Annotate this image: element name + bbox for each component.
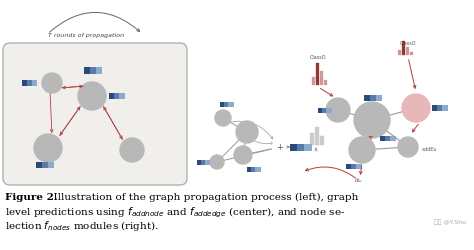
FancyArrowPatch shape bbox=[229, 121, 273, 139]
Bar bbox=[197, 160, 201, 164]
FancyBboxPatch shape bbox=[3, 43, 187, 185]
Text: Illustration of the graph propagation process (left), graph: Illustration of the graph propagation pr… bbox=[47, 193, 358, 202]
Circle shape bbox=[215, 110, 231, 126]
Text: +: + bbox=[276, 142, 283, 152]
Bar bbox=[312, 77, 315, 85]
Bar bbox=[324, 80, 327, 85]
Text: Figure 2.: Figure 2. bbox=[5, 193, 58, 202]
Text: ClassO: ClassO bbox=[310, 55, 326, 60]
Text: addEu: addEu bbox=[422, 147, 438, 152]
FancyArrowPatch shape bbox=[60, 106, 81, 135]
Bar bbox=[119, 93, 125, 99]
Bar bbox=[402, 41, 405, 55]
Bar bbox=[297, 144, 304, 150]
Bar bbox=[96, 66, 102, 73]
Circle shape bbox=[42, 73, 62, 93]
FancyArrowPatch shape bbox=[60, 107, 80, 136]
Bar bbox=[90, 66, 96, 73]
Text: ClassO: ClassO bbox=[400, 41, 416, 46]
Bar bbox=[316, 63, 319, 85]
FancyArrowPatch shape bbox=[306, 167, 356, 178]
Bar bbox=[318, 108, 322, 112]
Bar bbox=[406, 47, 409, 55]
Bar bbox=[437, 105, 442, 111]
Bar bbox=[27, 80, 32, 86]
Bar bbox=[398, 50, 401, 55]
Bar bbox=[322, 108, 326, 112]
FancyArrowPatch shape bbox=[369, 136, 373, 139]
Text: level predictions using $f_{addnode}$ and $f_{addedge}$ (center), and node se-: level predictions using $f_{addnode}$ an… bbox=[5, 206, 346, 220]
Bar bbox=[304, 144, 312, 150]
Bar bbox=[36, 162, 42, 168]
Bar bbox=[247, 166, 251, 172]
FancyArrowPatch shape bbox=[315, 148, 317, 151]
Bar bbox=[205, 160, 210, 164]
Text: $d_{lu}$: $d_{lu}$ bbox=[354, 176, 363, 185]
FancyArrowPatch shape bbox=[359, 166, 362, 174]
Bar bbox=[310, 133, 314, 145]
Circle shape bbox=[236, 121, 258, 143]
Bar bbox=[251, 166, 255, 172]
Bar bbox=[84, 66, 90, 73]
Bar bbox=[315, 127, 319, 145]
Circle shape bbox=[354, 102, 390, 138]
Bar bbox=[370, 95, 376, 101]
Bar bbox=[320, 71, 323, 85]
Text: T rounds of propagation: T rounds of propagation bbox=[48, 34, 124, 38]
Bar bbox=[364, 95, 370, 101]
Circle shape bbox=[78, 82, 106, 110]
Circle shape bbox=[34, 134, 62, 162]
Circle shape bbox=[272, 139, 288, 155]
Bar bbox=[42, 162, 48, 168]
Text: 知乎 @Y.Shu: 知乎 @Y.Shu bbox=[434, 219, 466, 224]
Bar bbox=[48, 162, 54, 168]
Bar bbox=[390, 136, 396, 140]
FancyArrowPatch shape bbox=[104, 107, 123, 140]
FancyArrowPatch shape bbox=[50, 94, 53, 132]
FancyArrowPatch shape bbox=[320, 88, 333, 96]
Bar bbox=[380, 136, 385, 140]
FancyArrowPatch shape bbox=[103, 106, 122, 139]
Circle shape bbox=[398, 137, 418, 157]
FancyArrowPatch shape bbox=[49, 12, 140, 32]
Bar bbox=[224, 102, 228, 106]
Bar bbox=[432, 105, 437, 111]
Bar bbox=[385, 136, 390, 140]
Bar bbox=[356, 164, 362, 168]
Bar bbox=[442, 105, 448, 111]
Circle shape bbox=[402, 94, 430, 122]
FancyArrowPatch shape bbox=[412, 124, 419, 132]
Circle shape bbox=[326, 98, 350, 122]
Bar bbox=[346, 164, 351, 168]
Bar bbox=[109, 93, 114, 99]
Bar bbox=[32, 80, 37, 86]
Bar bbox=[228, 102, 234, 106]
Bar bbox=[326, 108, 332, 112]
Bar bbox=[22, 80, 27, 86]
FancyArrowPatch shape bbox=[287, 146, 289, 148]
FancyArrowPatch shape bbox=[409, 60, 416, 88]
FancyArrowPatch shape bbox=[62, 85, 82, 88]
Bar bbox=[351, 164, 356, 168]
Bar bbox=[320, 136, 324, 145]
Bar bbox=[376, 95, 382, 101]
Circle shape bbox=[120, 138, 144, 162]
Bar bbox=[114, 93, 119, 99]
Bar bbox=[410, 52, 413, 55]
Bar bbox=[201, 160, 205, 164]
FancyArrowPatch shape bbox=[63, 86, 83, 89]
Text: lection $f_{nodes}$ modules (right).: lection $f_{nodes}$ modules (right). bbox=[5, 219, 159, 233]
Bar bbox=[255, 166, 261, 172]
Bar bbox=[220, 102, 224, 106]
Bar bbox=[290, 144, 297, 150]
FancyArrowPatch shape bbox=[255, 141, 273, 144]
Circle shape bbox=[234, 146, 252, 164]
Circle shape bbox=[349, 137, 375, 163]
Circle shape bbox=[210, 155, 224, 169]
